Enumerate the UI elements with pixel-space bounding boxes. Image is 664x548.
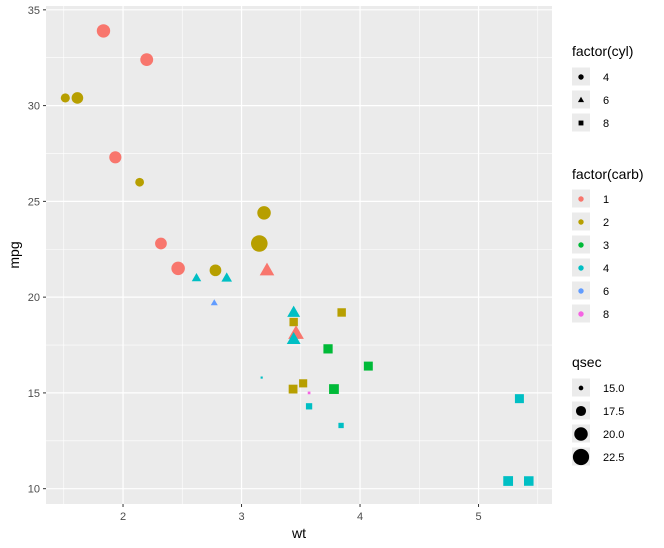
legend-label: 8	[603, 309, 609, 321]
legend-size-swatch	[575, 405, 587, 417]
x-tick-label: 2	[120, 511, 126, 523]
grid-lines	[46, 6, 552, 504]
legend-label: 8	[603, 118, 609, 130]
legend-title: qsec	[572, 354, 602, 370]
legend-color-swatch	[578, 288, 584, 294]
y-tick-label: 15	[28, 388, 40, 400]
legend-size-swatch	[578, 385, 584, 391]
legend-label: 2	[603, 217, 609, 229]
data-point	[109, 151, 122, 164]
legend-label: 6	[603, 286, 609, 298]
y-tick-label: 30	[28, 101, 40, 113]
data-point	[338, 422, 344, 429]
legend-label: 4	[603, 72, 609, 84]
legend-shape-swatch	[578, 120, 584, 126]
data-point	[503, 476, 514, 486]
axes: 2 3 4 5 10 15 20 25 30 35	[28, 5, 482, 523]
data-point	[71, 92, 84, 104]
legend-label: 4	[603, 263, 609, 275]
data-point	[96, 24, 111, 38]
data-point	[286, 332, 301, 345]
legend-color-swatch	[578, 311, 584, 317]
data-point	[259, 262, 275, 276]
data-point	[337, 308, 346, 317]
x-tick-label: 3	[238, 511, 244, 523]
data-point	[221, 272, 233, 282]
y-axis-label: mpg	[6, 241, 22, 268]
x-axis-label: wt	[291, 525, 306, 541]
y-tick-label: 20	[28, 292, 40, 304]
data-point	[135, 177, 144, 187]
data-point	[323, 344, 333, 354]
data-point	[140, 53, 154, 67]
data-point	[288, 384, 298, 394]
data-point	[305, 403, 313, 410]
y-tick-label: 35	[28, 5, 40, 17]
legend-label: 6	[603, 95, 609, 107]
data-point	[60, 93, 70, 103]
data-point	[210, 299, 218, 306]
legend-label: 17.5	[603, 406, 624, 418]
plot-panel	[46, 6, 552, 504]
data-point	[289, 317, 298, 327]
legend-color-swatch	[578, 219, 584, 225]
y-tick-label: 25	[28, 196, 40, 208]
legend-color-swatch	[578, 265, 584, 271]
data-point	[257, 206, 271, 220]
data-point	[191, 273, 202, 282]
x-tick-label: 4	[357, 511, 363, 523]
legend-color-swatch	[578, 196, 584, 202]
data-point	[260, 376, 263, 379]
data-point	[307, 391, 311, 395]
legend-size-swatch	[574, 427, 588, 441]
legend-size-swatch	[572, 448, 590, 466]
legend-title: factor(cyl)	[572, 43, 633, 59]
data-point	[524, 476, 534, 486]
data-point	[363, 361, 373, 371]
data-points	[60, 24, 534, 486]
legends: factor(cyl) 4 6 8 factor(carb) 1 2 3 4 6 8 qsec 15.0…	[572, 43, 644, 466]
legend-color-swatch	[578, 242, 584, 248]
legend-shape-swatch	[578, 74, 584, 80]
legend-label: 1	[603, 194, 609, 206]
legend-title: factor(carb)	[572, 166, 644, 182]
legend-label: 15.0	[603, 383, 624, 395]
legend-shape-swatch	[577, 96, 585, 103]
data-point	[514, 394, 524, 404]
legend-label: 20.0	[603, 429, 624, 441]
data-point	[171, 261, 185, 276]
data-point	[329, 384, 339, 394]
data-point	[299, 379, 308, 388]
legend-label: 22.5	[603, 452, 624, 464]
data-point	[251, 235, 268, 252]
legend-label: 3	[603, 240, 609, 252]
data-point	[287, 305, 301, 317]
data-point	[155, 237, 167, 250]
x-tick-label: 5	[475, 511, 481, 523]
data-point	[209, 264, 222, 277]
y-tick-label: 10	[28, 484, 40, 496]
